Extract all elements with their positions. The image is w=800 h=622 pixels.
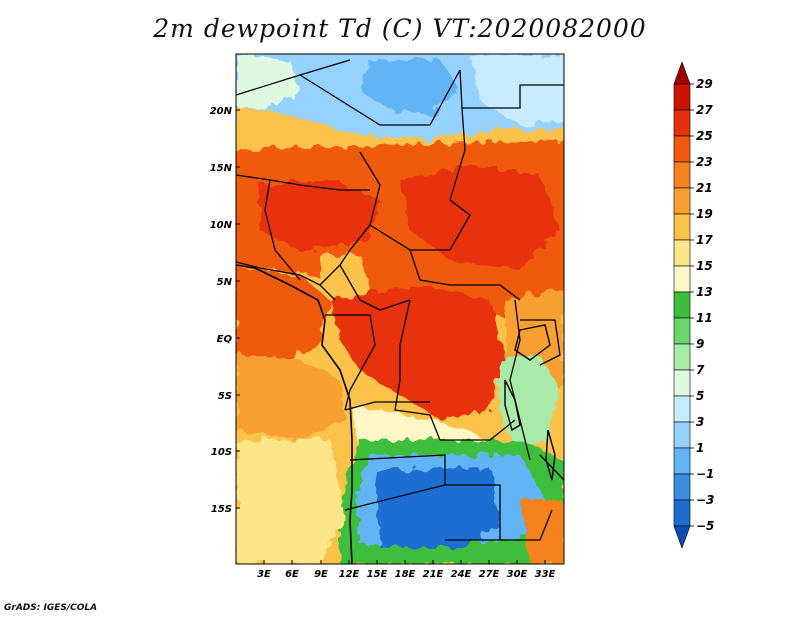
- lon-label: 30E: [507, 569, 528, 580]
- colorbar-swatch: [673, 213, 691, 241]
- colorbar-label: 17: [696, 233, 713, 247]
- colorbar-swatch: [673, 161, 691, 189]
- lat-axis: 20N 15N 10N 5N EQ 5S 10S 15S: [210, 106, 240, 515]
- lon-axis: 3E 6E 9E 12E 15E 18E 21E 24E 27E 30E 33E: [257, 560, 556, 580]
- credit-text: GrADS: IGES/COLA: [4, 603, 98, 613]
- lon-label: 6E: [285, 569, 299, 580]
- lon-label: 21E: [423, 569, 444, 580]
- colorbar-swatch: [673, 343, 691, 371]
- lon-label: 33E: [535, 569, 556, 580]
- map-title: 2m dewpoint Td (C) VT:2020082000: [153, 14, 647, 43]
- colorbar-swatch: [673, 395, 691, 423]
- lat-label: 20N: [210, 106, 233, 117]
- lat-label: 5N: [217, 277, 233, 288]
- lon-label: 9E: [314, 569, 328, 580]
- colorbar-swatch: [673, 61, 691, 85]
- lake-tanganyika: [504, 379, 521, 432]
- lake-victoria: [514, 324, 551, 361]
- colorbar-swatch: [673, 83, 691, 111]
- lat-label: 5S: [218, 391, 232, 402]
- field-sahel-edge: [236, 105, 564, 150]
- colorbar-label: 11: [696, 311, 713, 325]
- field-coast-pale: [236, 440, 345, 564]
- lat-label: 10N: [210, 220, 233, 231]
- lon-label: 18E: [395, 569, 416, 580]
- colorbar-label: 7: [696, 363, 705, 377]
- colorbar-label: −5: [696, 519, 714, 533]
- colorbar-label: 5: [696, 389, 704, 403]
- colorbar-swatch: [673, 135, 691, 163]
- colorbar-swatch: [673, 499, 691, 527]
- lon-label: 15E: [367, 569, 388, 580]
- colorbar-swatch: [673, 265, 691, 293]
- colorbar-label: 23: [696, 155, 713, 169]
- colorbar-swatch: [673, 369, 691, 397]
- colorbar-swatch: [673, 291, 691, 319]
- field-sahara-core: [360, 60, 460, 115]
- map-area: [236, 54, 564, 564]
- lon-label: 12E: [339, 569, 360, 580]
- field-sahara-nw: [236, 54, 300, 110]
- colorbar-label: 25: [696, 129, 713, 143]
- field-congo: [330, 285, 505, 420]
- lon-label: 3E: [257, 569, 271, 580]
- lat-label: EQ: [217, 334, 233, 345]
- lake-malawi: [545, 429, 556, 481]
- lat-label: 10S: [211, 447, 232, 458]
- field-sahel-hot2: [400, 165, 560, 270]
- colorbar-label: 27: [696, 103, 713, 117]
- lon-label: 27E: [479, 569, 500, 580]
- colorbar-label: 1: [696, 441, 704, 455]
- country-borders: [236, 59, 564, 541]
- colorbar-swatch: [673, 421, 691, 449]
- colorbar-label: 13: [696, 285, 713, 299]
- colorbar-swatch: [673, 187, 691, 215]
- colorbar-label: 9: [696, 337, 704, 351]
- field-lake-green: [500, 355, 560, 450]
- field-east-south: [520, 500, 564, 564]
- colorbar: 29 27 25 23 21 19 17 15 13 11 9 7 5 3 1 −1 −3 −5: [673, 61, 714, 549]
- colorbar-swatch: [673, 109, 691, 137]
- field-west-coast: [236, 355, 345, 440]
- colorbar-swatch: [673, 447, 691, 475]
- colorbar-swatch: [673, 525, 691, 549]
- colorbar-label: 3: [696, 415, 704, 429]
- lat-label: 15N: [210, 163, 233, 174]
- field-south-blue: [375, 468, 500, 548]
- colorbar-label: 29: [696, 77, 713, 91]
- map-frame: [235, 53, 565, 565]
- lon-label: 24E: [451, 569, 472, 580]
- colorbar-swatch: [673, 317, 691, 345]
- colorbar-label: 21: [696, 181, 713, 195]
- colorbar-swatch: [673, 473, 691, 501]
- lat-label: 15S: [211, 504, 232, 515]
- colorbar-label: −1: [696, 467, 714, 481]
- field-gulf: [236, 268, 330, 360]
- colorbar-swatch: [673, 239, 691, 267]
- field-sahel-hot1: [260, 180, 380, 250]
- colorbar-label: 15: [696, 259, 713, 273]
- coastline: [236, 264, 353, 564]
- colorbar-label: 19: [696, 207, 713, 221]
- colorbar-label: −3: [696, 493, 714, 507]
